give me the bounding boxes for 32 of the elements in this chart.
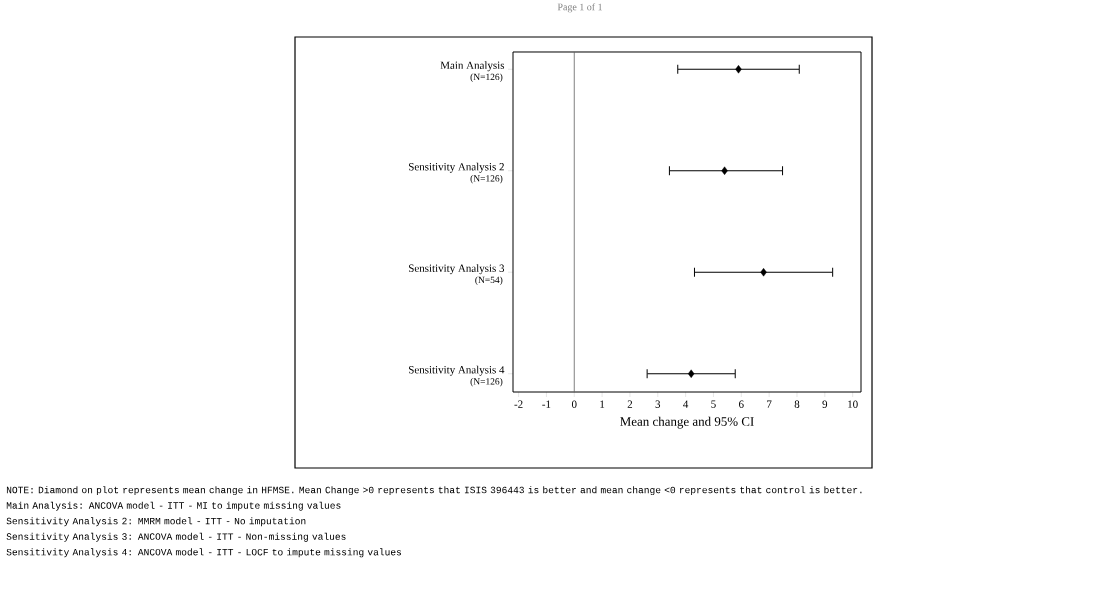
point [687, 369, 695, 378]
point [760, 268, 767, 277]
text: (N=126) [470, 377, 503, 387]
y-tick-label: Sensitivity Analysis 3 [409, 264, 505, 275]
text: (N=54) [475, 276, 503, 286]
x-tick-label: 0 [571, 400, 577, 408]
x-tick-label: -2 [514, 400, 523, 408]
x-tick-label: 5 [711, 400, 716, 408]
x-tick-label: 4 [683, 400, 689, 408]
y-tick-label: Sensitivity Analysis 2 [409, 162, 504, 173]
x-axis-title: Mean change and 95% CI [620, 416, 754, 429]
x-tick-label: 2 [627, 400, 633, 408]
text: Sensitivity Analysis 2: MMRM model - ITT - No imputation [6, 517, 306, 527]
x-tick-label: 1 [600, 400, 605, 408]
x-tick-label: -1 [542, 400, 551, 408]
x-tick-label: 3 [655, 400, 661, 408]
text: Sensitivity Analysis 3: ANCOVA model - ITT - Non-missing values [6, 532, 346, 542]
x-tick-label: 10 [848, 400, 858, 408]
x-tick-label: 8 [794, 400, 800, 408]
text: (N=126) [470, 73, 503, 83]
y-tick-label: Sensitivity Analysis 4 [409, 365, 505, 376]
text: Page 1 of 1 [557, 3, 602, 13]
text: (N=126) [470, 174, 503, 184]
text: Main Analysis: ANCOVA model - ITT - MI to impute missing values [6, 501, 341, 511]
x-tick-label: 7 [767, 400, 772, 408]
y-tick-label: Main Analysis [440, 61, 505, 72]
x-tick-label: 9 [822, 400, 828, 408]
point [735, 65, 742, 74]
x-tick-label: 6 [739, 400, 744, 408]
point [721, 166, 728, 175]
text: NOTE: Diamond on plot represents mean change in HFMSE. Mean Change >0 represents that ISIS 396443 is better and mean change <0 represents that control is better. [6, 486, 862, 496]
text: Sensitivity Analysis 4: ANCOVA model - ITT - LOCF to impute missing values [6, 548, 402, 558]
